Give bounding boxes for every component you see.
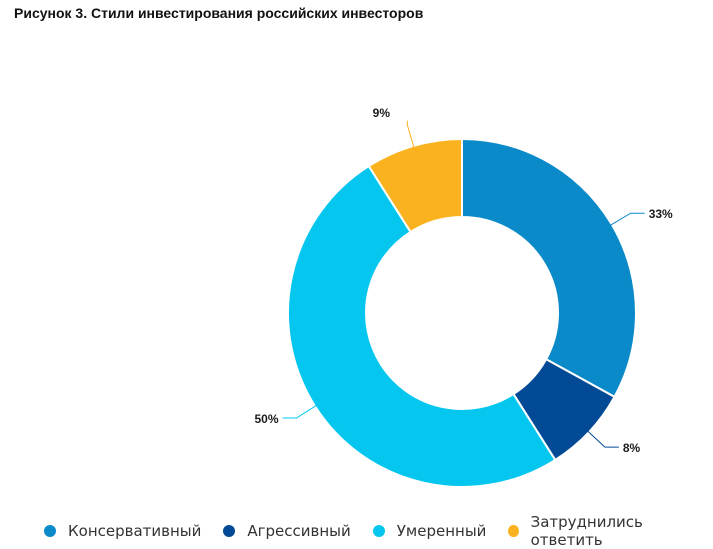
leader-line-aggressive: [587, 430, 619, 448]
legend-label-aggressive: Агрессивный: [247, 522, 351, 540]
legend: Консервативный Агрессивный Умеренный Зат…: [44, 513, 713, 549]
legend-item-aggressive[interactable]: Агрессивный: [223, 522, 351, 540]
legend-label-undecided: Затруднились ответить: [530, 513, 643, 549]
data-label-conservative: 33%: [649, 207, 673, 221]
data-label-undecided: 9%: [373, 106, 391, 120]
legend-dot-conservative: [44, 525, 56, 537]
slice-moderate[interactable]: [287, 164, 557, 488]
leader-lines: [282, 120, 645, 448]
slice-undecided[interactable]: [367, 137, 463, 234]
legend-item-undecided[interactable]: Затруднились ответить: [508, 513, 691, 549]
legend-dot-moderate: [372, 525, 385, 537]
leader-line-moderate: [282, 404, 318, 419]
legend-item-moderate[interactable]: Умеренный: [372, 522, 487, 540]
donut-chart: 33% 8% 50% 9%: [254, 106, 673, 488]
leader-line-conservative: [609, 212, 645, 226]
chart-title: Рисунок 3. Стили инвестирования российск…: [14, 5, 424, 21]
legend-label-conservative: Консервативный: [68, 522, 202, 540]
legend-item-conservative[interactable]: Консервативный: [44, 522, 201, 540]
legend-label-moderate: Умеренный: [396, 522, 487, 540]
data-labels: 33% 8% 50% 9%: [254, 106, 673, 455]
leader-line-undecided: [406, 120, 415, 148]
legend-dot-undecided: [508, 525, 519, 537]
donut-slices: [287, 137, 637, 488]
legend-dot-aggressive: [223, 525, 236, 537]
data-label-moderate: 50%: [254, 412, 278, 426]
slice-conservative[interactable]: [461, 137, 637, 399]
data-label-aggressive: 8%: [623, 441, 641, 455]
